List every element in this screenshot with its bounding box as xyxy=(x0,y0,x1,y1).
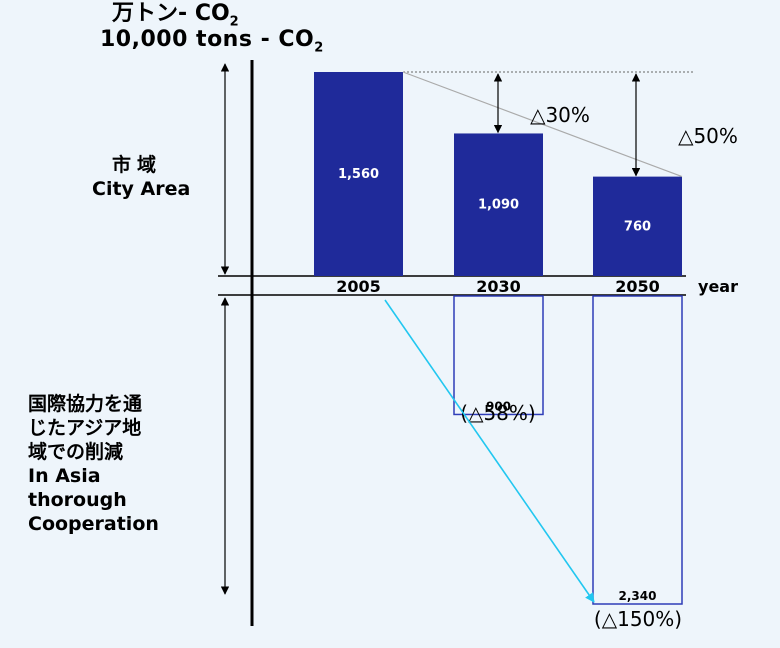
city-bar-value-label: 1,560 xyxy=(338,167,379,182)
reduction-label-2030: △30% xyxy=(530,103,590,127)
asia-label-line: 国際協力を通 xyxy=(28,393,143,415)
city-area-label-ja: 市域 xyxy=(112,154,163,176)
asia-cooperation-label: 国際協力を通 じたアジア地 域での削減 In Asia thorough Coo… xyxy=(28,392,159,536)
asia-bar-value-label: 2,340 xyxy=(619,589,657,603)
asia-bar-value-label: 900 xyxy=(486,399,511,413)
city-bar xyxy=(314,72,403,276)
asia-label-line: thorough xyxy=(28,489,127,511)
asia-bar xyxy=(453,295,544,416)
reduction-label-2050: △50% xyxy=(678,124,738,148)
city-bar xyxy=(454,133,543,276)
city-area-label-en: City Area xyxy=(92,178,191,200)
cyan-trend-arrow xyxy=(384,299,595,603)
city-bar xyxy=(593,176,682,276)
x-tick-label: 2050 xyxy=(615,277,660,296)
x-tick-label: 2030 xyxy=(476,277,521,296)
asia-label-line: Cooperation xyxy=(28,513,159,535)
city-bar-value-label: 760 xyxy=(624,219,651,234)
unit-label-en: 10,000 tons - CO2 xyxy=(100,27,324,56)
asia-bar xyxy=(592,295,683,605)
asia-reduction-label-2030: (△58%) xyxy=(460,401,535,425)
asia-reduction-label-2050: (△150%) xyxy=(594,607,682,631)
asia-label-line: 域での削減 xyxy=(28,441,124,463)
asia-label-line: In Asia xyxy=(28,465,101,487)
unit-label-ja: 万トン- CO2 xyxy=(112,1,239,30)
city-bar-value-label: 1,090 xyxy=(478,198,519,213)
x-tick-label: 2005 xyxy=(336,277,381,296)
asia-label-line: じたアジア地 xyxy=(28,417,142,439)
x-axis-label: year xyxy=(698,277,738,296)
